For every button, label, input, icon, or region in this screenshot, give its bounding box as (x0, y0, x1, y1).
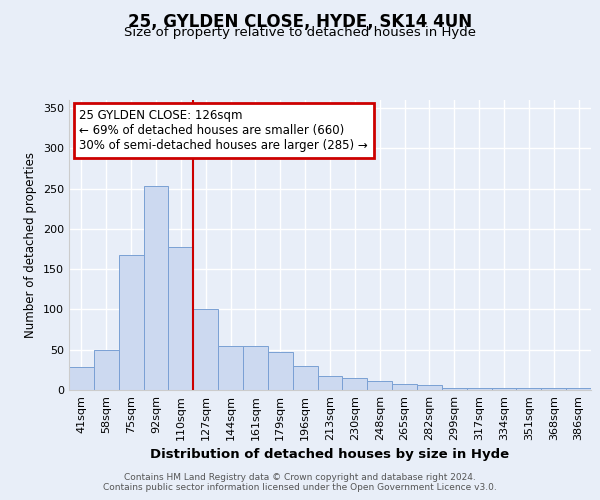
Bar (343, 378, 367, 390)
Bar (392, 384, 417, 390)
Bar (268, 352, 293, 390)
Text: Contains HM Land Registry data © Crown copyright and database right 2024.
Contai: Contains HM Land Registry data © Crown c… (103, 473, 497, 492)
Bar (317, 376, 343, 390)
Bar (491, 388, 517, 390)
Text: 25 GYLDEN CLOSE: 126sqm
← 69% of detached houses are smaller (660)
30% of semi-d: 25 GYLDEN CLOSE: 126sqm ← 69% of detache… (79, 108, 368, 152)
Bar (218, 346, 243, 390)
Bar (119, 254, 143, 390)
Bar (541, 388, 566, 390)
Bar (169, 246, 193, 390)
Bar (442, 388, 467, 390)
X-axis label: Distribution of detached houses by size in Hyde: Distribution of detached houses by size … (151, 448, 509, 462)
Text: 25, GYLDEN CLOSE, HYDE, SK14 4UN: 25, GYLDEN CLOSE, HYDE, SK14 4UN (128, 12, 472, 30)
Bar (94, 350, 119, 390)
Bar (143, 186, 169, 390)
Y-axis label: Number of detached properties: Number of detached properties (25, 152, 37, 338)
Bar (367, 381, 392, 390)
Bar (517, 388, 541, 390)
Bar (293, 366, 317, 390)
Text: Size of property relative to detached houses in Hyde: Size of property relative to detached ho… (124, 26, 476, 39)
Bar (69, 368, 94, 390)
Bar (193, 308, 218, 390)
Bar (417, 385, 442, 390)
Bar (566, 388, 591, 390)
Bar (243, 346, 268, 390)
Bar (467, 388, 491, 390)
